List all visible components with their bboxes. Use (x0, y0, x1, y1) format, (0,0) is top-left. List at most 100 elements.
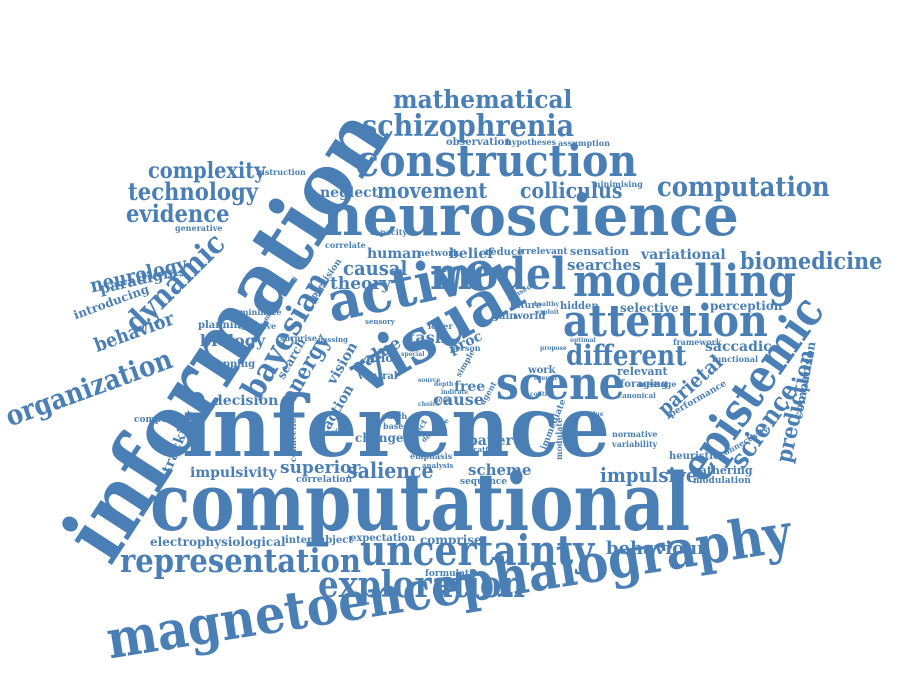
cloud-word-sensation: sensation (570, 245, 630, 258)
cloud-word-human: human (367, 246, 422, 262)
cloud-word-location: location (466, 445, 498, 454)
cloud-word-component: component (134, 415, 191, 425)
cloud-word-representation: representation (120, 541, 361, 580)
cloud-word-based: based (383, 421, 409, 431)
cloud-word-heuristic: heuristic (669, 451, 720, 462)
cloud-word-depth: depth (434, 381, 454, 388)
cloud-word-prior: prior (366, 351, 400, 365)
cloud-word-cause: cause (433, 390, 484, 409)
cloud-word-mapping: mapping (206, 359, 256, 370)
cloud-word-instruction: instruction (256, 167, 306, 177)
cloud-word-patch: patch (382, 411, 408, 421)
cloud-word-comprise: comprise (420, 533, 482, 547)
cloud-word-analysis: analysis (422, 461, 454, 470)
cloud-word-generative: generative (175, 223, 223, 233)
cloud-word-exploration: exploration (318, 564, 526, 606)
cloud-word-biomedicine: biomedicine (740, 248, 883, 275)
cloud-word-perception: perception (710, 299, 783, 313)
cloud-word-construction: construction (355, 136, 638, 187)
cloud-word-passing: passing (318, 335, 348, 344)
cloud-word-capacity: capacity (370, 227, 408, 237)
cloud-word-schizophrenia: schizophrenia (362, 109, 575, 144)
cloud-word-belief: belief (449, 246, 494, 262)
cloud-word-normative: normative (612, 429, 658, 439)
cloud-word-free: free (454, 379, 486, 395)
cloud-word-variability: variability (612, 439, 658, 449)
cloud-word-work: work (528, 365, 556, 376)
cloud-word-connection: connection (288, 412, 298, 462)
cloud-word-salience: salience (347, 458, 434, 483)
cloud-word-stimulus: stimulus (574, 411, 604, 418)
cloud-word-reduce: reduce (485, 247, 524, 258)
cloud-word-computational: computational (150, 455, 691, 549)
cloud-word-complexity: complexity (148, 158, 266, 184)
cloud-word-attention: attention (563, 296, 768, 347)
cloud-word-gain: gain (492, 311, 517, 322)
cloud-word-searches: searches (567, 256, 641, 274)
cloud-word-gathering: gathering (692, 464, 753, 477)
cloud-word-hypotheses: hypotheses (506, 137, 557, 147)
cloud-word-framework: framework (673, 337, 722, 347)
cloud-word-computation: computation (657, 172, 830, 203)
cloud-word-evidence: evidence (126, 199, 230, 228)
cloud-word-correlate: correlate (325, 240, 366, 250)
cloud-word-modelling: modelling (573, 256, 796, 307)
cloud-word-emphasis: emphasis (410, 451, 453, 461)
cloud-word-sensory: sensory (365, 317, 395, 326)
cloud-word-saccadic: saccadic (705, 339, 772, 355)
cloud-word-theory: theory (330, 274, 392, 294)
cloud-word-neglect: neglect (320, 185, 379, 201)
cloud-word-hidden: hidden (560, 301, 599, 312)
cloud-word-overall: overall (534, 375, 557, 382)
cloud-word-optimal: optimal (570, 337, 596, 344)
cloud-word-impulsivity: impulsivity (190, 465, 277, 481)
cloud-word-control: control (530, 391, 555, 398)
cloud-word-exploit: exploit (536, 309, 559, 316)
cloud-word-sequence: sequence (460, 477, 508, 487)
cloud-word-decision: decision (213, 393, 279, 409)
cloud-word-lower: lower (428, 321, 453, 331)
cloud-word-minimize: minimize (240, 307, 282, 317)
cloud-word-person: person (450, 343, 481, 353)
cloud-word-choice: choice (418, 401, 440, 408)
cloud-word-propose: propose (540, 345, 567, 352)
cloud-word-inference: inference (182, 377, 611, 476)
cloud-word-ventral: ventral (358, 371, 398, 382)
cloud-word-form: form (436, 397, 453, 404)
cloud-word-superior: superior (280, 458, 361, 478)
cloud-word-causal: causal (343, 256, 408, 280)
cloud-word-specific: specific (315, 427, 349, 437)
cloud-word-future: future (510, 301, 542, 311)
cloud-word-task: task (408, 328, 446, 347)
cloud-word-modulation: modulation (693, 476, 751, 486)
cloud-word-mathematical: mathematical (393, 85, 573, 114)
cloud-word-assumption: assumption (558, 138, 610, 148)
cloud-word-neuroscience: neuroscience (322, 183, 739, 249)
cloud-word-canonical: canonical (618, 391, 656, 400)
cloud-word-indicate: indicate (441, 389, 469, 396)
cloud-word-functional: functional (712, 354, 759, 364)
cloud-word-model: model (430, 249, 567, 300)
cloud-word-source: source (418, 377, 441, 384)
cloud-word-electrophysiological: electrophysiological (150, 535, 286, 549)
cloud-word-surprise: surprise (280, 333, 317, 343)
cloud-word-behaviour: behaviour (606, 538, 707, 559)
cloud-word-technology: technology (128, 177, 259, 206)
cloud-word-biology: biology (200, 331, 266, 350)
cloud-word-correlation: correlation (296, 475, 353, 485)
cloud-word-message: message (638, 379, 677, 389)
cloud-word-planning: planning (198, 320, 248, 331)
cloud-word-uncertainty: uncertainty (360, 526, 595, 575)
cloud-word-different: different (566, 339, 687, 372)
cloud-word-change: change (355, 431, 404, 445)
cloud-word-scheme: scheme (468, 461, 532, 479)
cloud-word-formulation: formulation (425, 569, 486, 579)
cloud-word-movement: movement (377, 178, 488, 203)
cloud-word-variational: variational (641, 247, 726, 263)
cloud-word-foraging: foraging (620, 379, 668, 390)
cloud-word-scene: scene (496, 356, 625, 410)
cloud-word-healthy: healthy (534, 301, 559, 308)
cloud-word-minimising: minimising (592, 179, 643, 189)
cloud-word-special: special (401, 351, 425, 358)
